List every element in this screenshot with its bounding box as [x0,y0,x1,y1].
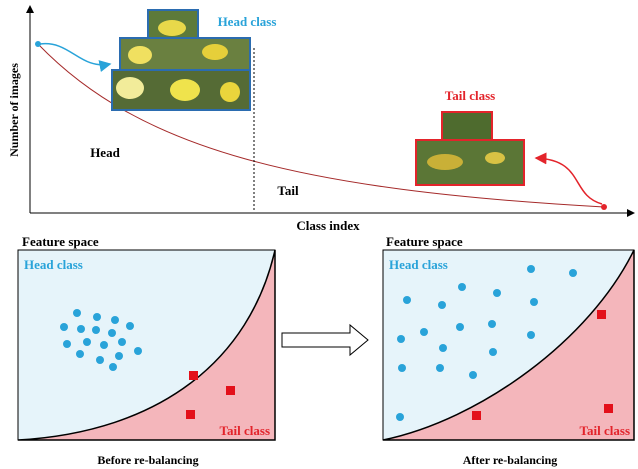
tail-arrow [536,158,602,204]
rebalance-arrow [282,325,368,355]
after-panel: Feature space Head class Tail class Afte… [383,234,634,467]
figure: Head class Tail class Number of images H… [0,0,638,469]
head-arrow [40,44,110,65]
tail-class-label: Tail class [220,423,270,438]
tail-class-label: Tail class [580,423,630,438]
x-axis-label: Class index [296,218,360,233]
y-axis-label: Number of images [7,63,21,157]
tail-class-label: Tail class [445,88,495,103]
panel-title: Feature space [386,234,463,249]
head-class-label: Head class [389,257,448,272]
tail-region-label: Tail [277,183,299,198]
before-panel: Feature space Head class Tail class Befo… [18,234,275,467]
long-tail-plot: Head class Tail class Number of images H… [7,6,634,233]
head-class-label: Head class [24,257,83,272]
caption: Before re-balancing [97,453,198,467]
caption: After re-balancing [463,453,558,467]
tail-point [601,204,607,210]
head-region-label: Head [90,145,120,160]
panel-title: Feature space [22,234,99,249]
tail-images [416,112,524,185]
head-class-label: Head class [218,14,277,29]
